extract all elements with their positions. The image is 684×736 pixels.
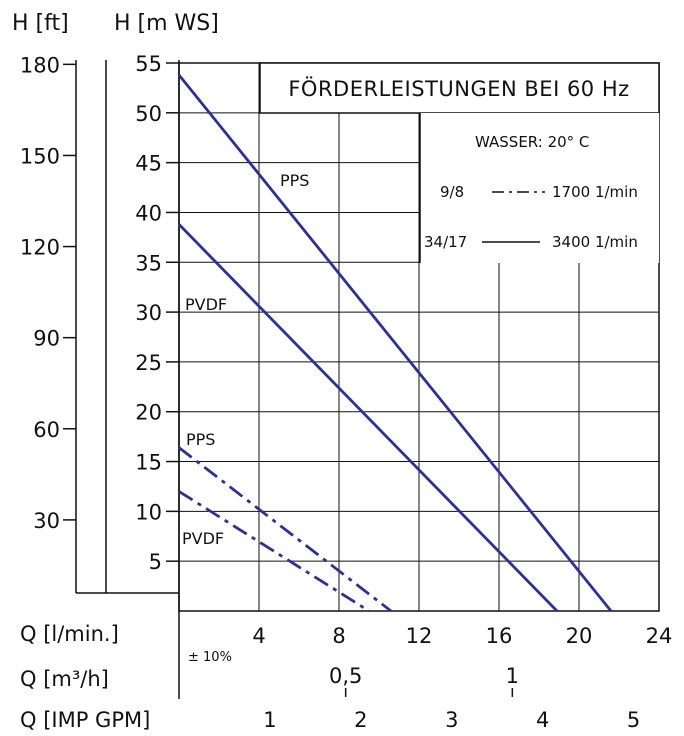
curve-pvdf-solid [177, 223, 559, 612]
label-pps-dashdot: PPS [186, 430, 215, 449]
curve-pps-dash-dot [178, 446, 392, 613]
y-m-tick-label-2: 45 [135, 152, 162, 176]
label-pvdf-solid: PVDF [185, 295, 227, 314]
x-lmin-tick-label-1: 8 [332, 624, 345, 648]
x-lmin-tick-label-2: 12 [406, 624, 433, 648]
y-ft-tick-label-4: 60 [33, 418, 60, 442]
x-m3h-axis-label: Q [m³/h] [20, 667, 109, 691]
y-m-tick-label-6: 25 [135, 351, 162, 375]
x-lmin-tick-label-5: 24 [646, 624, 673, 648]
y-m-tick-label-0: 55 [135, 52, 162, 76]
y-ft-tick-label-2: 120 [20, 236, 60, 260]
y-m-tick-label-3: 40 [135, 201, 162, 225]
x-lmin-tick-label-4: 20 [566, 624, 593, 648]
y-ft-tick-label-5: 30 [33, 509, 60, 533]
title-box [259, 62, 660, 114]
legend-dashdot-speed: 1700 1/min [552, 183, 638, 201]
y-ft-tick-label-1: 150 [20, 144, 60, 168]
tolerance-label: ± 10% [188, 650, 232, 665]
curve-pvdf-dash-dot [178, 490, 370, 613]
curve-pps-solid [177, 74, 613, 612]
medium-label: WASSER: 20° C [475, 133, 589, 151]
y-m-tick-label-5: 30 [135, 301, 162, 325]
x-gpm-tick-label-0: 1 [263, 708, 276, 732]
x-gpm-tick-label-1: 2 [354, 708, 367, 732]
x-gpm-tick-label-3: 4 [536, 708, 549, 732]
y-ft-tick-label-0: 180 [20, 53, 60, 77]
y-m-tick-label-7: 20 [135, 401, 162, 425]
x-gpm-tick-label-4: 5 [627, 708, 640, 732]
x-gpm-tick-label-2: 3 [445, 708, 458, 732]
legend-solid-label: 34/17 [424, 233, 467, 251]
y-m-tick-label-9: 10 [135, 500, 162, 524]
legend-box [420, 113, 659, 263]
x-m3h-tick-label-0: 0,5 [329, 664, 362, 688]
y-m-tick-label-10: 5 [149, 550, 162, 574]
y-m-tick-label-4: 35 [135, 251, 162, 275]
y-ft-tick-label-3: 90 [33, 327, 60, 351]
y-m-axis-label: H [m WS] [114, 11, 219, 36]
label-pvdf-dashdot: PVDF [182, 529, 224, 548]
chart-title: FÖRDERLEISTUNGEN BEI 60 Hz [288, 76, 629, 101]
legend-dashdot-label: 9/8 [440, 183, 464, 201]
y-m-tick-label-1: 50 [135, 102, 162, 126]
y-ft-axis-label: H [ft] [12, 11, 69, 36]
x-gpm-axis-label: Q [IMP GPM] [20, 708, 150, 732]
x-lmin-axis-label: Q [l/min.] [20, 622, 119, 646]
label-pps-solid: PPS [280, 171, 309, 190]
x-lmin-tick-label-3: 16 [486, 624, 513, 648]
y-m-tick-label-8: 15 [135, 451, 162, 475]
x-lmin-tick-label-0: 4 [252, 624, 265, 648]
x-m3h-tick-label-1: 1 [506, 664, 519, 688]
legend-solid-speed: 3400 1/min [552, 233, 638, 251]
